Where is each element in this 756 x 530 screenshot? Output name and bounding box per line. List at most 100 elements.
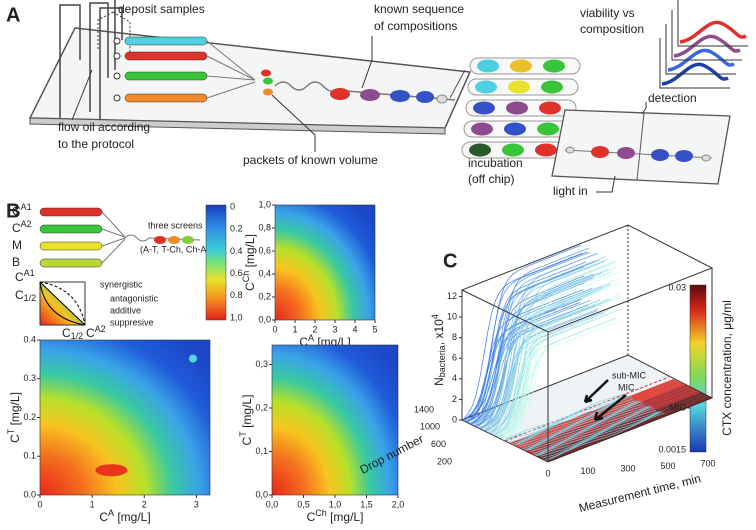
inlets [113, 72, 121, 80]
y-tick-label: 12 [447, 291, 457, 301]
interaction-box [39, 281, 86, 326]
heatmap [271, 344, 399, 496]
droplet [541, 80, 563, 94]
droplet [416, 91, 434, 103]
growth-curve [499, 309, 618, 438]
flat-curve [532, 405, 651, 454]
input-label-part: C [12, 221, 21, 235]
drop-tick-label: 600 [431, 439, 446, 449]
label: viability vs [580, 6, 635, 20]
flat-curve [506, 395, 625, 440]
flat-curve [541, 411, 660, 457]
junction [206, 40, 256, 81]
label: additive [110, 305, 141, 315]
colorbar-tick-label: 0.0015 [658, 444, 686, 454]
label: incubation [468, 156, 523, 170]
growth-curve [500, 297, 619, 438]
x-axis-label-part: C [99, 510, 108, 524]
label: of compositions [374, 19, 457, 33]
input-channel [39, 241, 103, 251]
growth-curve [486, 312, 606, 432]
x-axis-label: CCh [mg/L] [307, 508, 364, 524]
y-tick-label: 0.3 [23, 373, 36, 383]
channel-red [124, 51, 208, 61]
viability-plot [659, 0, 748, 89]
input-label: B [12, 255, 20, 269]
panel-b: B three screens (A-T, T-Ch, Ch-A) synerg… [6, 199, 404, 524]
axis [671, 10, 742, 61]
label: (A-T, T-Ch, Ch-A) [140, 244, 209, 254]
time-tick-label: 500 [660, 461, 675, 471]
time-tick-label: 100 [580, 466, 595, 476]
hotspot [95, 464, 128, 477]
y-tick-label: 0,8 [258, 222, 271, 232]
flat-curve [520, 400, 639, 447]
droplet [539, 101, 561, 115]
y-axis-label-part: [mg/L] [240, 395, 254, 432]
label: antagonistic [110, 293, 159, 303]
growth-curve [504, 319, 623, 440]
droplet [263, 88, 273, 96]
x-tick-label: 5 [372, 324, 377, 334]
colorbar-tick-label: 0.2 [230, 224, 243, 234]
inlet-tubes [59, 0, 123, 120]
y-tick-label: 2 [452, 394, 457, 404]
growth-curve [494, 271, 613, 436]
y-tick-label: 4 [452, 373, 457, 383]
floor-band [536, 392, 705, 459]
y-tick-label: 0.0 [23, 489, 36, 499]
droplet [543, 59, 565, 73]
curve [667, 48, 735, 72]
y-tick-label: 0,3 [255, 359, 268, 369]
drop-tick-label: 1000 [420, 422, 440, 432]
label: known sequence [374, 2, 464, 16]
y-tick-label: 0,0 [258, 314, 271, 324]
callout [596, 175, 616, 193]
y-tick-label: 0 [452, 414, 457, 424]
drop-tick-label: 1400 [414, 404, 434, 414]
colorbar-tick-label: 0 [230, 201, 235, 211]
y-axis-label-part: 4 [430, 314, 440, 319]
callout [271, 94, 316, 152]
axis [665, 24, 736, 75]
droplet [675, 150, 693, 162]
floor-band [520, 384, 689, 451]
inlets [113, 94, 121, 102]
y-axis-label-part: [mg/L] [243, 234, 257, 271]
diagram-label: CA2 [86, 324, 106, 340]
y-axis-label-part: C [240, 436, 254, 445]
spot [189, 354, 197, 363]
growth-curve [495, 262, 614, 434]
droplet [535, 143, 557, 157]
growth-curve [464, 289, 584, 421]
x-tick-label: 1 [292, 324, 297, 334]
growth-curve [487, 256, 607, 432]
droplet [537, 122, 559, 136]
y-axis-label: CT [mg/L] [6, 392, 22, 443]
input-channel [39, 258, 103, 268]
y-tick-label: 1,0 [258, 199, 271, 209]
additive-line [39, 281, 86, 326]
annotation: MIC [618, 382, 635, 392]
arrow [593, 394, 627, 422]
x-axis-label-part: A [308, 333, 314, 343]
x-axis-label-part: A [108, 508, 114, 518]
junction [206, 75, 256, 81]
x-tick-label: 3 [332, 324, 337, 334]
growth-curve [479, 252, 599, 429]
x-axis-label-part: Ch [315, 508, 327, 518]
channel-orange [124, 93, 208, 103]
flat-curve [546, 412, 665, 462]
x-axis-label-part: C [307, 510, 316, 524]
x-tick-label: 0 [37, 499, 42, 509]
y-axis-label-part: Ch [241, 271, 251, 283]
x-tick-label: 2 [312, 324, 317, 334]
y-tick-label: 0,6 [258, 245, 271, 255]
flat-curve [525, 403, 644, 451]
input-channel [39, 207, 103, 217]
panel-label: A [6, 4, 20, 26]
diagram-label-part: 1/2 [71, 331, 84, 341]
flat-curve [522, 400, 641, 450]
colorbar-tick-label: 0.03 [668, 282, 686, 292]
